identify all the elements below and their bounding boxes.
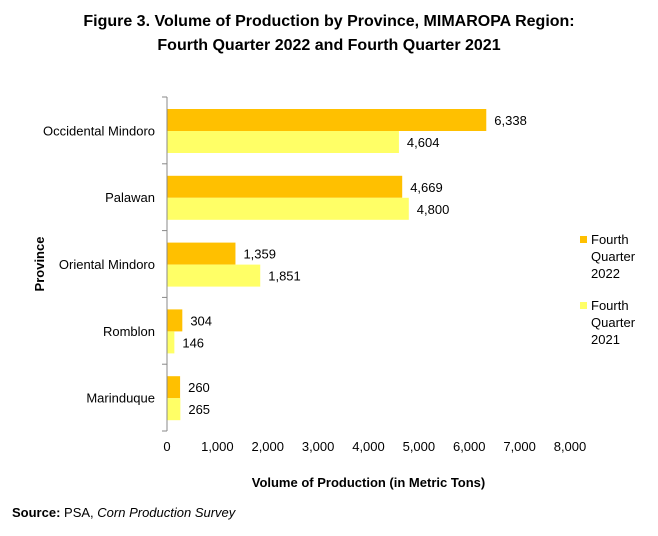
data-label-q4-2022-0: 6,338 bbox=[494, 113, 527, 128]
x-tick-label-0: 0 bbox=[163, 439, 170, 454]
bar-q4-2021-4 bbox=[167, 398, 181, 421]
data-label-q4-2022-4: 260 bbox=[188, 380, 210, 395]
source-label: Source: bbox=[12, 505, 61, 520]
x-tick-label-7: 7,000 bbox=[503, 439, 536, 454]
bar-q4-2022-3 bbox=[167, 309, 183, 332]
x-tick-label-2: 2,000 bbox=[251, 439, 284, 454]
x-tick-label-6: 6,000 bbox=[453, 439, 486, 454]
legend-label-q4-2021-line-0: Fourth bbox=[591, 298, 629, 313]
x-tick-label-4: 4,000 bbox=[352, 439, 385, 454]
legend-label-q4-2021-line-1: Quarter bbox=[591, 315, 636, 330]
legend-label-q4-2022-line-2: 2022 bbox=[591, 266, 620, 281]
data-label-q4-2021-3: 146 bbox=[182, 335, 204, 350]
source-note: Source: PSA, Corn Production Survey bbox=[12, 505, 235, 520]
category-label-4: Marinduque bbox=[86, 391, 155, 406]
data-label-q4-2021-2: 1,851 bbox=[268, 269, 301, 284]
bar-q4-2021-2 bbox=[167, 264, 261, 287]
data-label-q4-2021-0: 4,604 bbox=[407, 135, 440, 150]
x-axis-title: Volume of Production (in Metric Tons) bbox=[252, 475, 486, 490]
category-label-1: Palawan bbox=[105, 190, 155, 205]
chart-title-line-2: Fourth Quarter 2022 and Fourth Quarter 2… bbox=[157, 37, 501, 54]
bar-q4-2022-1 bbox=[167, 175, 403, 198]
x-tick-label-3: 3,000 bbox=[302, 439, 335, 454]
bar-q4-2022-2 bbox=[167, 242, 236, 265]
chart-title-line-1: Figure 3. Volume of Production by Provin… bbox=[83, 13, 575, 30]
legend-label-q4-2022-line-1: Quarter bbox=[591, 249, 636, 264]
data-label-q4-2022-3: 304 bbox=[190, 313, 212, 328]
data-label-q4-2022-1: 4,669 bbox=[410, 180, 443, 195]
bar-q4-2021-0 bbox=[167, 131, 399, 153]
category-label-2: Oriental Mindoro bbox=[59, 257, 155, 272]
data-label-q4-2021-4: 265 bbox=[188, 402, 210, 417]
category-label-0: Occidental Mindoro bbox=[43, 123, 155, 138]
x-tick-label-5: 5,000 bbox=[403, 439, 436, 454]
x-tick-label-8: 8,000 bbox=[554, 439, 587, 454]
bar-q4-2021-1 bbox=[167, 197, 409, 220]
data-label-q4-2021-1: 4,800 bbox=[417, 202, 450, 217]
legend-swatch-q4-2022 bbox=[580, 236, 587, 243]
bar-q4-2021-3 bbox=[167, 331, 175, 354]
y-axis-title: Province bbox=[32, 237, 47, 292]
source-agency: PSA, bbox=[64, 505, 94, 520]
bar-q4-2022-4 bbox=[167, 376, 181, 399]
legend-label-q4-2021-line-2: 2021 bbox=[591, 332, 620, 347]
bar-q4-2022-0 bbox=[167, 109, 487, 131]
data-label-q4-2022-2: 1,359 bbox=[243, 247, 276, 262]
category-label-3: Romblon bbox=[103, 324, 155, 339]
legend-swatch-q4-2021 bbox=[580, 302, 587, 309]
chart-title: Figure 3. Volume of Production by Provin… bbox=[0, 10, 658, 58]
x-tick-label-1: 1,000 bbox=[201, 439, 234, 454]
source-survey: Corn Production Survey bbox=[97, 505, 236, 520]
legend-label-q4-2022-line-0: Fourth bbox=[591, 232, 629, 247]
